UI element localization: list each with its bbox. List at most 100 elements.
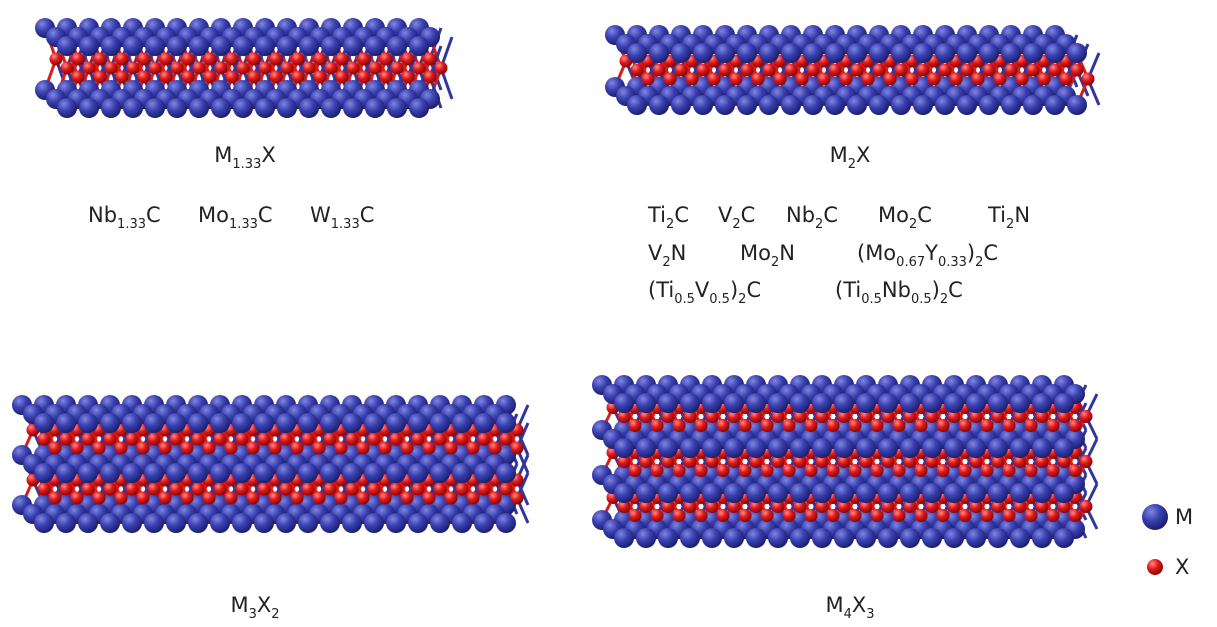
m-atom xyxy=(746,483,766,503)
x-atom xyxy=(805,419,818,432)
x-atom xyxy=(412,483,425,496)
x-atom xyxy=(214,483,227,496)
x-atom xyxy=(72,53,85,66)
x-atom xyxy=(182,53,195,66)
x-atom xyxy=(269,492,282,505)
formula-sub: 0.33 xyxy=(938,255,967,270)
m-atom xyxy=(408,463,428,483)
x-atom xyxy=(368,433,381,446)
x-atom xyxy=(237,62,250,75)
m-atom xyxy=(1001,43,1021,63)
x-atom xyxy=(915,464,928,477)
m-atom xyxy=(100,463,120,483)
x-atom xyxy=(93,442,106,455)
x-atom xyxy=(204,71,217,84)
x-atom xyxy=(83,62,96,75)
formula-base: C xyxy=(746,278,761,302)
m-atom xyxy=(78,513,98,533)
formula-sub: 2 xyxy=(940,292,948,307)
formula: W1.33​C xyxy=(310,203,374,232)
x-atom xyxy=(313,442,326,455)
x-atom xyxy=(258,433,271,446)
x-atom xyxy=(807,64,820,77)
formula-base: C xyxy=(917,203,932,227)
m-atom xyxy=(78,413,98,433)
x-atom xyxy=(116,53,129,66)
x-atom xyxy=(994,73,1007,86)
x-atom xyxy=(49,442,62,455)
m-atom xyxy=(144,463,164,483)
m-atom xyxy=(34,413,54,433)
x-atom xyxy=(1047,509,1060,522)
m-atom xyxy=(365,98,385,118)
x-atom xyxy=(423,442,436,455)
m-atom xyxy=(232,463,252,483)
formula-sub: 1.33 xyxy=(232,157,261,172)
m-atom xyxy=(189,98,209,118)
m-atom xyxy=(188,513,208,533)
x-atom xyxy=(840,73,853,86)
formula-base: V xyxy=(718,203,733,227)
formula-base: C xyxy=(823,203,838,227)
m-atom xyxy=(944,483,964,503)
m-atom xyxy=(57,98,77,118)
x-atom xyxy=(478,433,491,446)
m-atom xyxy=(724,528,744,548)
m-atom xyxy=(715,43,735,63)
x-atom xyxy=(379,492,392,505)
x-atom xyxy=(873,64,886,77)
m-atom xyxy=(724,438,744,458)
x-atom xyxy=(981,464,994,477)
m-atom xyxy=(1023,43,1043,63)
x-atom xyxy=(303,62,316,75)
x-atom xyxy=(71,492,84,505)
m-atom xyxy=(891,43,911,63)
x-atom xyxy=(192,483,205,496)
x-atom xyxy=(160,53,173,66)
m-atom xyxy=(474,413,494,433)
x-atom xyxy=(884,73,897,86)
x-atom xyxy=(192,433,205,446)
x-atom xyxy=(61,62,74,75)
x-atom xyxy=(893,419,906,432)
x-atom xyxy=(269,442,282,455)
m-atom xyxy=(812,393,832,413)
m-atom xyxy=(636,393,656,413)
formula: Mo1.33​C xyxy=(198,203,273,232)
formula-base: C xyxy=(674,203,689,227)
x-atom xyxy=(302,433,315,446)
m-atom xyxy=(746,393,766,413)
formula-base: Mo xyxy=(740,241,771,265)
m-atom xyxy=(430,413,450,433)
m-atom xyxy=(386,463,406,483)
formula-base: Nb xyxy=(882,278,911,302)
m-atom xyxy=(1045,43,1065,63)
x-atom xyxy=(939,64,952,77)
x-atom xyxy=(291,442,304,455)
m-atom xyxy=(188,413,208,433)
formula-sub: 0.5 xyxy=(709,292,730,307)
x-atom xyxy=(697,64,710,77)
m-atom xyxy=(834,483,854,503)
x-atom xyxy=(1047,464,1060,477)
x-atom xyxy=(214,433,227,446)
x-atom xyxy=(434,483,447,496)
formula-base: M xyxy=(830,143,848,167)
x-atom xyxy=(511,492,524,505)
m-atom xyxy=(900,483,920,503)
m-atom xyxy=(614,438,634,458)
x-atom xyxy=(335,442,348,455)
m-atom xyxy=(869,43,889,63)
m-atom xyxy=(1054,528,1074,548)
m-atom xyxy=(145,98,165,118)
formula: M1.33​X xyxy=(214,143,275,172)
x-atom xyxy=(424,71,437,84)
m-atom xyxy=(408,513,428,533)
x-atom xyxy=(1080,500,1093,513)
x-atom xyxy=(1038,73,1051,86)
x-atom xyxy=(248,53,261,66)
m-atom xyxy=(979,43,999,63)
x-atom xyxy=(895,64,908,77)
x-atom xyxy=(862,73,875,86)
x-atom xyxy=(739,464,752,477)
